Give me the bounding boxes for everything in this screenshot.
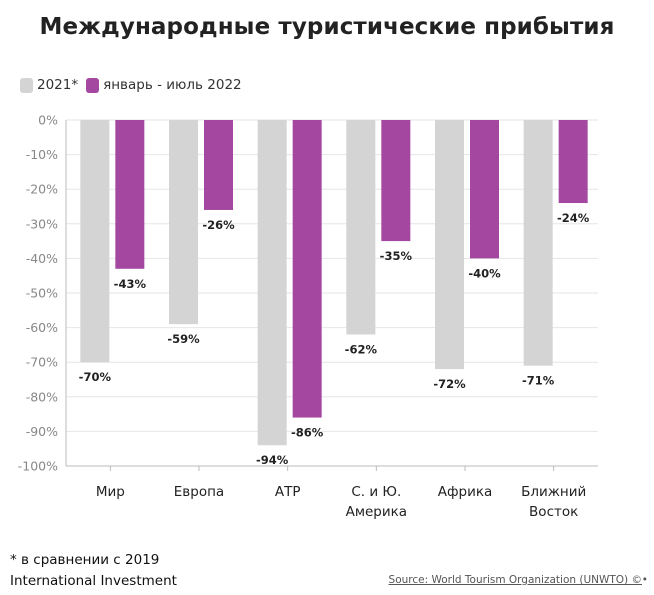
legend-swatch-2022	[86, 77, 100, 93]
x-tick-label: Восток	[529, 504, 578, 520]
x-tick-label: Африка	[438, 484, 493, 500]
data-label: -72%	[433, 377, 466, 391]
legend-swatch-2021	[20, 77, 33, 93]
bar	[346, 120, 376, 335]
y-tick-label: -60%	[26, 320, 58, 335]
footnote: * в сравнении с 2019	[10, 552, 160, 568]
y-tick-label: -70%	[26, 355, 58, 370]
y-tick-label: -30%	[26, 216, 58, 231]
y-tick-label: -10%	[26, 147, 58, 162]
x-tick-label: С. и Ю.	[351, 484, 401, 500]
y-tick-label: -50%	[26, 286, 58, 301]
x-tick-label: Европа	[174, 484, 224, 500]
data-label: -71%	[522, 374, 555, 388]
y-tick-label: -90%	[26, 424, 58, 439]
data-label: -59%	[167, 332, 200, 346]
data-label: -43%	[114, 277, 147, 291]
chart-title: Международные туристические прибытия	[39, 14, 615, 40]
x-tick-label: АТР	[275, 484, 301, 500]
bar	[80, 120, 110, 363]
bar	[435, 120, 464, 370]
bar	[115, 120, 145, 269]
x-tick-label: Мир	[96, 484, 125, 500]
y-tick-label: 0%	[38, 113, 58, 128]
x-tick-label: Америка	[346, 504, 408, 520]
legend-label-2021: 2021*	[37, 77, 79, 93]
bar	[204, 120, 233, 210]
legend-label-2022: январь - июль 2022	[103, 77, 242, 93]
data-label: -62%	[345, 343, 378, 357]
bar	[169, 120, 198, 325]
y-tick-label: -100%	[18, 459, 58, 474]
bar-chart: 0% -10% -20% -30% -40% -50% -60% -70% -80% -90% -1…	[18, 113, 598, 520]
bar	[292, 120, 322, 418]
bar	[558, 120, 588, 204]
data-label: -86%	[291, 426, 324, 440]
data-label: -94%	[256, 453, 289, 467]
legend-item-2022: январь - июль 2022	[86, 77, 242, 93]
legend: 2021* январь - июль 2022	[20, 77, 250, 93]
y-tick-label: -20%	[26, 182, 58, 197]
y-tick-label: -80%	[26, 389, 58, 404]
bar	[257, 120, 287, 446]
legend-item-2021: 2021*	[20, 77, 78, 93]
data-label: -70%	[79, 370, 112, 384]
brand-label: International Investment	[10, 573, 177, 589]
bar	[381, 120, 411, 242]
bar	[470, 120, 499, 259]
data-label: -24%	[557, 211, 590, 225]
bar	[523, 120, 553, 366]
x-tick-label: Ближний	[521, 484, 586, 500]
source-link[interactable]: Source: World Tourism Organization (UNWT…	[388, 574, 642, 586]
data-label: -35%	[380, 249, 413, 263]
source-dot: •	[641, 574, 648, 586]
y-tick-label: -40%	[26, 251, 58, 266]
data-label: -40%	[468, 266, 501, 280]
data-label: -26%	[202, 218, 235, 232]
